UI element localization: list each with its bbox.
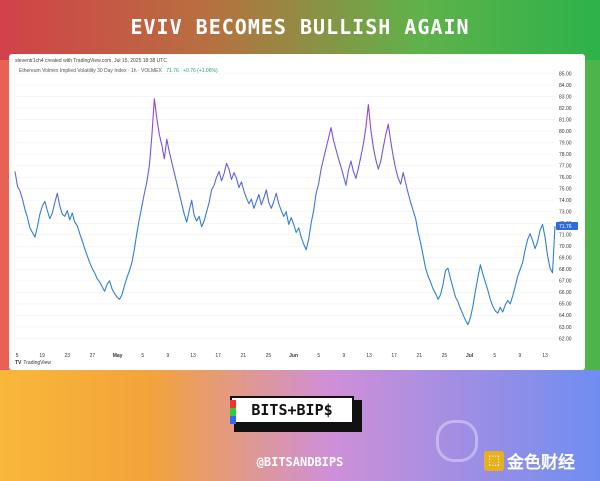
x-tick-label: 13	[542, 353, 548, 359]
tradingview-logo-icon: TV	[15, 360, 22, 366]
y-tick-label: 76.00	[559, 175, 572, 181]
bits-and-bips-logo: BITS+BIP$	[230, 396, 362, 432]
y-tick-label: 64.00	[559, 313, 572, 319]
y-tick-label: 71.00	[559, 233, 572, 239]
watermark-text: 金色财经	[507, 453, 575, 473]
legend-change: +0.76 (+1.06%)	[183, 68, 218, 74]
x-tick-label: 17	[215, 353, 221, 359]
page-title: EVIV BECOMES BULLISH AGAIN	[130, 15, 470, 39]
y-tick-label: 73.00	[559, 210, 572, 216]
logo-text: BITS+BIP$	[251, 401, 333, 419]
y-tick-label: 62.00	[559, 336, 572, 342]
x-tick-label: 9	[166, 353, 169, 359]
x-tick-label: 19	[39, 353, 45, 359]
x-tick-label: 13	[366, 353, 372, 359]
y-tick-label: 84.00	[559, 83, 572, 89]
y-tick-label: 69.00	[559, 256, 572, 262]
legend-series-name: Ethereum Volmex Implied Volatility 30 Da…	[19, 68, 162, 74]
x-tick-label: 27	[90, 353, 96, 359]
y-tick-label: 74.00	[559, 198, 572, 204]
y-tick-label: 65.00	[559, 302, 572, 308]
logo-box: BITS+BIP$	[230, 396, 354, 424]
y-tick-label: 85.00	[559, 71, 572, 77]
chart-card: steventr1ch4 created with TradingView.co…	[9, 54, 585, 370]
chart-credit: steventr1ch4 created with TradingView.co…	[15, 58, 167, 64]
y-tick-label: 77.00	[559, 163, 572, 169]
x-tick-label: 21	[417, 353, 423, 359]
x-tick-label: Jul	[466, 353, 474, 359]
y-tick-label: 78.00	[559, 152, 572, 158]
x-tick-label: 5	[16, 353, 19, 359]
x-tick-label: 17	[391, 353, 397, 359]
x-tick-label: Jun	[289, 353, 298, 359]
y-tick-label: 81.00	[559, 117, 572, 123]
x-tick-label: 25	[266, 353, 272, 359]
chart-legend: Ethereum Volmex Implied Volatility 30 Da…	[19, 68, 218, 74]
last-value-badge	[556, 222, 578, 231]
y-tick-label: 80.00	[559, 129, 572, 135]
y-tick-label: 83.00	[559, 94, 572, 100]
x-tick-label: 5	[493, 353, 496, 359]
tradingview-footer: TV TradingView	[15, 360, 51, 366]
x-tick-label: 21	[241, 353, 247, 359]
x-tick-label: 9	[342, 353, 345, 359]
x-tick-label: 5	[141, 353, 144, 359]
y-tick-label: 79.00	[559, 140, 572, 146]
jinse-logo-icon: ⬚	[484, 450, 504, 471]
watermark-ghost-icon	[436, 420, 478, 462]
jinse-watermark: ⬚ 金色财经	[484, 448, 575, 473]
tradingview-label: TradingView	[23, 360, 51, 366]
background-top	[0, 0, 600, 60]
x-tick-label: 25	[442, 353, 448, 359]
y-tick-label: 70.00	[559, 244, 572, 250]
eviv-line-chart: 62.00 63.00 64.00 65.00 66.00 67.00 68.00 69.00…	[14, 71, 578, 359]
x-tick-label: 13	[190, 353, 196, 359]
x-tick-label: 23	[65, 353, 71, 359]
x-tick-label: 5	[317, 353, 320, 359]
x-tick-label: May	[113, 353, 123, 359]
y-tick-label: 67.00	[559, 279, 572, 285]
last-value-label: 71.76	[559, 224, 572, 230]
x-tick-label: 9	[518, 353, 521, 359]
social-handle: @BITSANDBIPS	[256, 455, 344, 469]
legend-last-value: 71.76	[166, 68, 179, 74]
y-tick-label: 75.00	[559, 187, 572, 193]
logo-stripes	[230, 400, 236, 424]
y-tick-label: 66.00	[559, 290, 572, 296]
series-line	[14, 98, 556, 326]
y-tick-label: 82.00	[559, 106, 572, 112]
y-tick-label: 63.00	[559, 325, 572, 331]
y-tick-label: 68.00	[559, 267, 572, 273]
